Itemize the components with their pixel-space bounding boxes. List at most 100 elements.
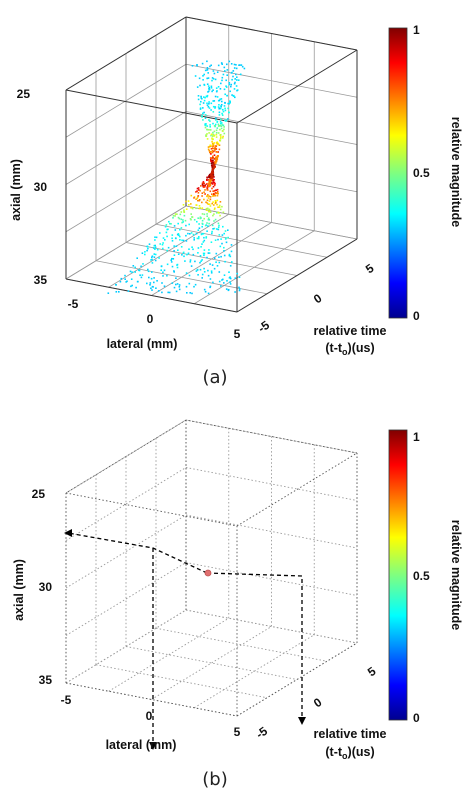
panel-a-cloud-point xyxy=(202,75,204,77)
panel-a-cloud-point xyxy=(196,64,198,66)
panel-a-cloud-point xyxy=(236,79,238,81)
panel-a-cloud-point xyxy=(165,231,168,234)
panel-a-cloud-point xyxy=(207,85,210,87)
panel-a-cloud-point xyxy=(172,215,175,217)
panel-a-cloud-point xyxy=(142,263,144,265)
panel-a-cloud-point xyxy=(206,60,208,63)
panel-a-cloud-point xyxy=(193,197,195,199)
panel-a-cloud-point xyxy=(224,107,226,110)
panel-a-cloud-point xyxy=(185,200,187,203)
panel-a-cloud-point xyxy=(215,132,218,134)
panel-a-cloud-point xyxy=(223,282,225,284)
panel-b-grid-left-h-1 xyxy=(65,562,187,636)
panel-a-cloud-point xyxy=(180,227,183,229)
panel-a-cloud-point xyxy=(173,245,175,247)
panel-a-cloud-point xyxy=(215,148,218,150)
panel-a-cloud-point xyxy=(177,222,179,225)
panel-a-cloud-point xyxy=(221,124,224,126)
panel-a-cloud-point xyxy=(229,100,231,102)
panel-a-cloud-point xyxy=(212,201,214,203)
panel-a-cloud-point xyxy=(217,192,219,195)
panel-a-cloud-point xyxy=(203,99,206,102)
panel-a-cloud-point xyxy=(207,225,209,227)
panel-a-cloud-point xyxy=(199,216,202,218)
panel-a-cloud-point xyxy=(222,124,225,127)
panel-b-lateral-tick-5: 5 xyxy=(234,725,241,739)
panel-a-cloud-point xyxy=(217,226,220,229)
panel-a-cloud-point xyxy=(202,102,205,104)
panel-a-cloud-point xyxy=(225,237,227,239)
panel-a-cloud-point xyxy=(183,214,186,217)
panel-b-colorbar xyxy=(388,429,408,721)
panel-a-cloud-point xyxy=(219,107,222,110)
panel-a-cloud-point xyxy=(212,155,214,158)
panel-a-cloud-point xyxy=(218,204,221,207)
panel-a-cloud-point xyxy=(206,102,208,105)
panel-a-cloud-point xyxy=(212,147,214,150)
panel-a-cloud-point xyxy=(222,73,225,76)
panel-a-cloud-point xyxy=(202,232,205,235)
panel-a-cloud-point xyxy=(221,100,223,103)
panel-a-cloud-point xyxy=(200,233,203,236)
panel-a-cloud-point xyxy=(197,229,200,231)
panel-a-cloud-point xyxy=(209,210,211,213)
panel-a-cloud-point xyxy=(214,78,217,81)
panel-a-cloud-point xyxy=(223,105,226,107)
panel-b-edge-10 xyxy=(65,419,187,494)
panel-a-cloud-point xyxy=(206,94,209,97)
panel-a-cloud-point xyxy=(167,246,170,249)
panel-a-cloud-point xyxy=(223,232,225,235)
panel-a-cloud-point xyxy=(207,176,210,178)
panel-a-cloud-point xyxy=(211,224,214,227)
panel-a-cloud-point xyxy=(209,129,212,131)
panel-a-cloud-point xyxy=(180,218,183,221)
panel-b-colorbar-tick-05: 0.5 xyxy=(413,569,430,583)
panel-a-cloud-point xyxy=(230,85,232,88)
panel-a-cloud-point xyxy=(153,244,156,247)
panel-a-cloud-point xyxy=(222,211,225,214)
panel-a-cloud-point xyxy=(140,276,143,279)
panel-a-cloud-point xyxy=(154,259,157,262)
panel-a-box xyxy=(65,16,358,313)
panel-a-cloud-point xyxy=(197,274,199,276)
panel-a-cloud-point xyxy=(154,239,156,241)
panel-b-grid-back-h-1 xyxy=(185,562,358,596)
panel-a-axial-label: axial (mm) xyxy=(9,159,23,221)
panel-a-cloud-point xyxy=(229,281,231,283)
panel-a-cloud-point xyxy=(203,271,206,273)
panel-a-cloud-point xyxy=(215,133,218,136)
panel-a-cloud-point xyxy=(219,98,221,101)
panel-a-focus-core xyxy=(209,178,211,181)
panel-a-cloud-point xyxy=(229,283,232,285)
panel-a-cloud-point xyxy=(134,266,136,269)
panel-b-arrow-time xyxy=(298,717,306,725)
panel-a-cloud-point xyxy=(222,135,224,138)
panel-a-cloud-point xyxy=(158,257,160,259)
panel-a-cloud-point xyxy=(218,144,221,146)
panel-a-cloud-point xyxy=(221,122,223,124)
panel-a-time-label-line1: relative time xyxy=(314,324,387,338)
panel-a-cloud-point xyxy=(182,204,185,206)
panel-a-cloud-point xyxy=(129,270,132,273)
panel-b-time-tick-0: 0 xyxy=(311,695,325,710)
panel-a-cloud-point xyxy=(154,246,157,249)
panel-a-colorbar-tick-05: 0.5 xyxy=(413,166,430,180)
panel-a-cloud-point xyxy=(169,222,171,225)
panel-a-cloud-point xyxy=(207,72,209,74)
panel-a-cloud-point xyxy=(171,237,173,240)
panel-a-cloud-point xyxy=(218,271,221,273)
panel-a-cloud-point xyxy=(196,187,199,190)
panel-a-axial-tick-30: 30 xyxy=(34,180,48,194)
panel-a-cloud-point xyxy=(173,271,175,273)
panel-a-cloud-point xyxy=(138,269,140,271)
panel-a-cloud-point xyxy=(213,220,215,222)
panel-a-cloud-point xyxy=(151,255,154,257)
panel-a-cloud-point xyxy=(202,241,205,243)
panel-a-cloud-point xyxy=(171,234,174,236)
panel-a-cloud-point xyxy=(220,238,222,240)
panel-a-colorbar-tick-0: 0 xyxy=(413,309,420,323)
panel-a-cloud-point xyxy=(175,237,177,240)
panel-a-cloud-point xyxy=(216,151,218,153)
panel-a-cloud-point xyxy=(171,282,174,284)
panel-a-cloud-point xyxy=(211,230,213,233)
